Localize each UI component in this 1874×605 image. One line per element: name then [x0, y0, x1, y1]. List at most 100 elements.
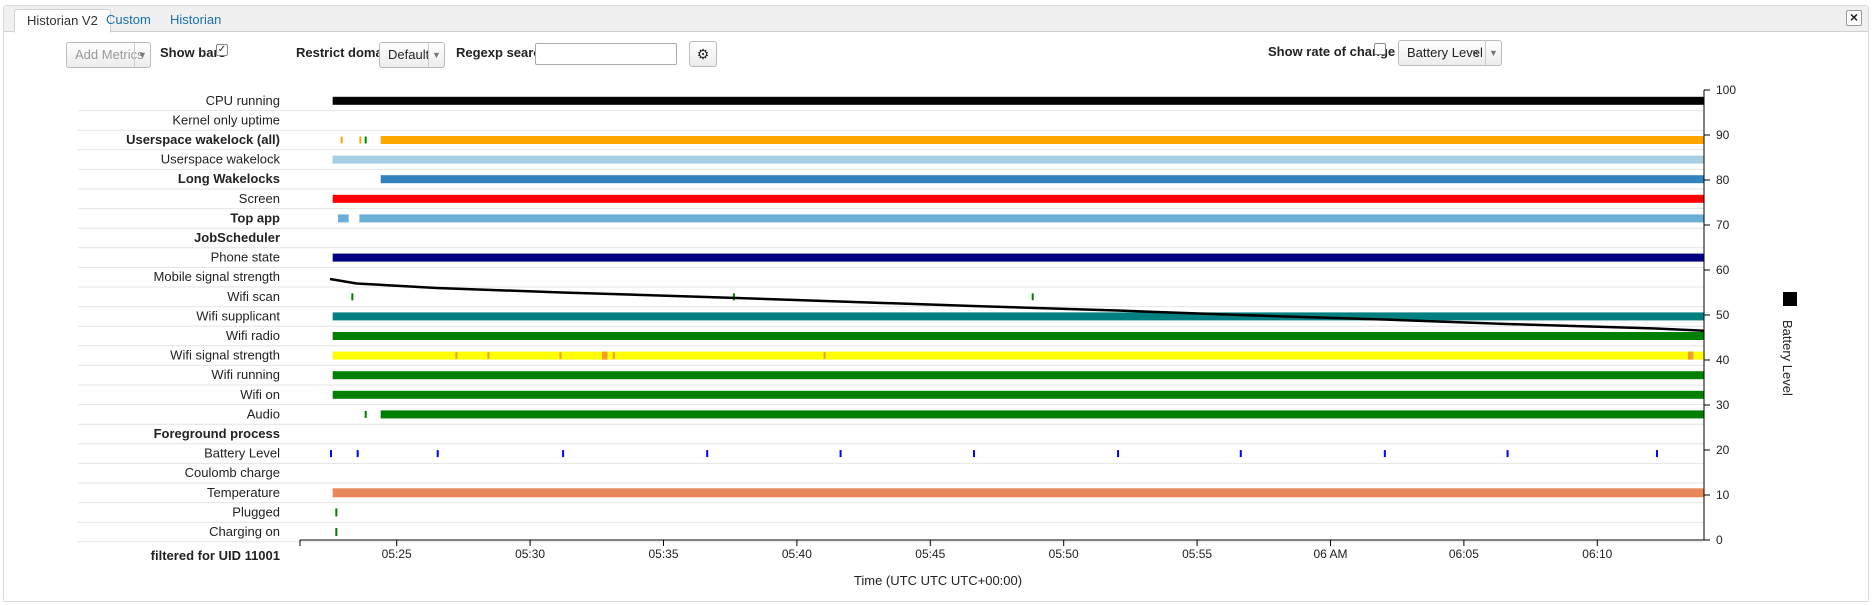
- y-tick-label: 60: [1716, 263, 1730, 277]
- x-tick-label: 05:50: [1049, 547, 1079, 561]
- x-tick-label: 05:30: [515, 547, 545, 561]
- y-tick-label: 90: [1716, 128, 1730, 142]
- row-label: Audio: [247, 406, 280, 421]
- chevron-down-icon: ▼: [134, 43, 150, 67]
- wifi-signal-bar: [602, 351, 608, 360]
- screen-bar: [332, 194, 1704, 203]
- row-label: Battery Level: [204, 446, 280, 461]
- battery-level-tick: [1383, 450, 1386, 458]
- y-tick-label: 40: [1716, 353, 1730, 367]
- show-rate-checkbox[interactable]: [1374, 43, 1386, 55]
- add-metrics-placeholder: Add Metrics: [75, 47, 144, 62]
- x-tick-label: 06:05: [1449, 547, 1479, 561]
- add-metrics-select[interactable]: Add Metrics ▼: [66, 42, 151, 68]
- x-tick-label: 05:40: [782, 547, 812, 561]
- legend-swatch: [1783, 292, 1797, 306]
- top-app-bar: [338, 214, 349, 223]
- battery-level-tick: [330, 450, 332, 458]
- wifi-supplicant-bar: [332, 312, 1704, 321]
- battery-level-tick: [1117, 450, 1120, 458]
- audio-tick: [364, 410, 367, 418]
- y-axis-title: Battery Level: [1780, 320, 1795, 396]
- show-bars-checkbox[interactable]: ✓: [216, 44, 228, 56]
- row-label: Wifi running: [211, 367, 280, 382]
- row-label: Foreground process: [154, 426, 280, 441]
- show-rate-label: Show rate of change: [1268, 44, 1396, 59]
- tab-historian-v2[interactable]: Historian V2: [14, 9, 111, 33]
- metric-select-value: Battery Level: [1407, 45, 1483, 60]
- row-label: Wifi signal strength: [170, 348, 280, 363]
- y-tick-label: 20: [1716, 443, 1730, 457]
- y-tick-label: 100: [1716, 83, 1736, 97]
- battery-level-tick: [706, 450, 709, 458]
- row-label: Top app: [230, 210, 280, 225]
- timeline-tick: [340, 136, 343, 144]
- row-label: Temperature: [207, 485, 280, 500]
- y-tick-label: 70: [1716, 218, 1730, 232]
- userspace-wakelock-bar: [332, 155, 1704, 164]
- metric-select[interactable]: Battery Level × ▼: [1398, 40, 1502, 66]
- temperature-bar: [332, 488, 1704, 498]
- battery-level-tick: [1655, 450, 1658, 458]
- wifi-running-bar: [332, 371, 1704, 380]
- y-tick-label: 0: [1716, 533, 1723, 547]
- x-tick-label: 06 AM: [1313, 547, 1347, 561]
- wifi-signal-bar: [1687, 351, 1694, 360]
- clear-icon[interactable]: ×: [1471, 46, 1479, 60]
- row-label: Userspace wakelock (all): [126, 132, 280, 147]
- settings-button[interactable]: ⚙: [689, 41, 717, 67]
- wifi-signal-tick: [487, 352, 490, 360]
- x-tick-label: 05:25: [382, 547, 412, 561]
- y-tick-label: 50: [1716, 308, 1730, 322]
- wifi-signal-tick: [455, 352, 458, 360]
- x-tick-label: 05:55: [1182, 547, 1212, 561]
- row-label: Mobile signal strength: [154, 269, 280, 284]
- row-label: Wifi on: [240, 387, 280, 402]
- row-label: Wifi scan: [227, 289, 280, 304]
- y-tick-label: 80: [1716, 173, 1730, 187]
- wifi-signal-strength-bar: [332, 351, 1704, 360]
- row-label: Kernel only uptime: [172, 112, 280, 127]
- row-label: CPU running: [206, 93, 280, 108]
- top-app-bar: [359, 214, 1705, 223]
- row-label: Coulomb charge: [185, 465, 280, 480]
- cpu-running-bar: [332, 96, 1704, 105]
- phone-state-bar: [332, 253, 1704, 262]
- tab-custom[interactable]: Custom: [106, 12, 151, 27]
- wifi-scan-tick: [351, 293, 354, 301]
- restrict-domain-value: Default: [388, 47, 430, 62]
- audio-bar: [380, 410, 1704, 419]
- battery-level-tick: [562, 450, 565, 458]
- row-label: Long Wakelocks: [178, 171, 280, 186]
- regexp-search-input[interactable]: [535, 43, 677, 65]
- row-label: JobScheduler: [194, 230, 280, 245]
- row-label: Phone state: [211, 250, 280, 265]
- tab-historian[interactable]: Historian: [170, 12, 222, 27]
- row-label: Plugged: [232, 504, 280, 519]
- wifi-scan-tick: [1031, 293, 1034, 301]
- row-label: Charging on: [209, 524, 280, 539]
- show-bars-label: Show bars: [160, 45, 226, 60]
- y-tick-label: 30: [1716, 398, 1730, 412]
- long-wakelocks-bar: [380, 175, 1704, 184]
- filter-label: filtered for UID 11001: [151, 548, 280, 563]
- tab-strip: Historian V2 Custom Historian ×: [4, 6, 1868, 33]
- close-panel-button[interactable]: ×: [1846, 10, 1862, 26]
- y-tick-label: 10: [1716, 488, 1730, 502]
- restrict-domain-select[interactable]: Default ▼: [379, 42, 445, 68]
- battery-level-line: [329, 277, 1705, 332]
- charging-on-tick: [335, 528, 338, 536]
- battery-level-tick: [356, 450, 359, 458]
- row-label: Wifi radio: [226, 328, 280, 343]
- x-tick-label: 05:45: [915, 547, 945, 561]
- regexp-search-label: Regexp search: [456, 45, 549, 60]
- x-axis-title: Time (UTC UTC UTC+00:00): [854, 573, 1022, 588]
- chevron-down-icon: ▼: [428, 43, 444, 67]
- row-label: Wifi supplicant: [196, 308, 280, 323]
- battery-level-tick: [436, 450, 439, 458]
- timeline-tick: [364, 136, 367, 144]
- userspace-wakelock-all-bar: [380, 136, 1704, 144]
- x-tick-label: 06:10: [1582, 547, 1612, 561]
- battery-level-tick: [972, 450, 975, 458]
- gear-icon: ⚙: [696, 46, 710, 62]
